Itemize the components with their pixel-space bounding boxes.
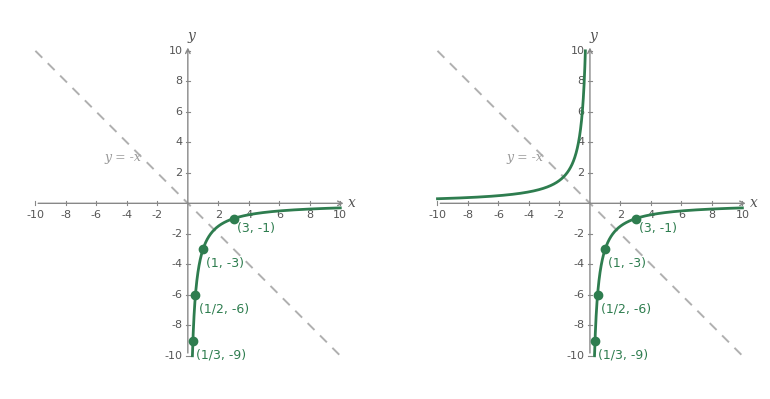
- Text: 4: 4: [246, 210, 253, 220]
- Text: -8: -8: [172, 320, 182, 330]
- Text: -2: -2: [574, 229, 584, 239]
- Text: -2: -2: [172, 229, 182, 239]
- Text: 6: 6: [678, 210, 685, 220]
- Text: -6: -6: [91, 210, 102, 220]
- Text: 2: 2: [215, 210, 222, 220]
- Text: (1/3, -9): (1/3, -9): [196, 348, 246, 361]
- Text: -10: -10: [567, 351, 584, 361]
- Text: (1, -3): (1, -3): [206, 257, 244, 270]
- Text: -6: -6: [493, 210, 504, 220]
- Text: -2: -2: [152, 210, 163, 220]
- Text: -4: -4: [524, 210, 534, 220]
- Text: 10: 10: [735, 210, 749, 220]
- Text: -2: -2: [554, 210, 565, 220]
- Text: 10: 10: [571, 46, 584, 56]
- Text: 6: 6: [578, 107, 584, 117]
- Text: 6: 6: [276, 210, 283, 220]
- Text: -6: -6: [574, 290, 584, 300]
- Text: -8: -8: [574, 320, 584, 330]
- Text: 6: 6: [176, 107, 182, 117]
- Text: -4: -4: [172, 259, 182, 269]
- Text: (1/2, -6): (1/2, -6): [199, 302, 249, 316]
- Text: y: y: [590, 29, 598, 43]
- Text: 2: 2: [617, 210, 624, 220]
- Text: -8: -8: [60, 210, 72, 220]
- Text: -10: -10: [428, 210, 447, 220]
- Text: 8: 8: [176, 76, 182, 86]
- Text: (3, -1): (3, -1): [639, 221, 677, 235]
- Text: (1/2, -6): (1/2, -6): [601, 302, 651, 316]
- Text: (1, -3): (1, -3): [608, 257, 646, 270]
- Text: -4: -4: [574, 259, 584, 269]
- Text: y = -x: y = -x: [104, 151, 141, 164]
- Text: -10: -10: [165, 351, 182, 361]
- Text: 4: 4: [578, 137, 584, 147]
- Text: 2: 2: [176, 168, 182, 178]
- Text: x: x: [348, 196, 356, 210]
- Text: 4: 4: [176, 137, 182, 147]
- Text: y: y: [188, 29, 196, 43]
- Text: 8: 8: [578, 76, 584, 86]
- Text: 10: 10: [333, 210, 347, 220]
- Text: x: x: [750, 196, 758, 210]
- Text: 8: 8: [708, 210, 715, 220]
- Text: -4: -4: [122, 210, 132, 220]
- Text: 2: 2: [578, 168, 584, 178]
- Text: 10: 10: [169, 46, 182, 56]
- Text: (1/3, -9): (1/3, -9): [598, 348, 648, 361]
- Text: 8: 8: [306, 210, 313, 220]
- Text: (3, -1): (3, -1): [236, 221, 275, 235]
- Text: y = -x: y = -x: [506, 151, 543, 164]
- Text: -6: -6: [172, 290, 182, 300]
- Text: -10: -10: [26, 210, 45, 220]
- Text: -8: -8: [463, 210, 474, 220]
- Text: 4: 4: [648, 210, 654, 220]
